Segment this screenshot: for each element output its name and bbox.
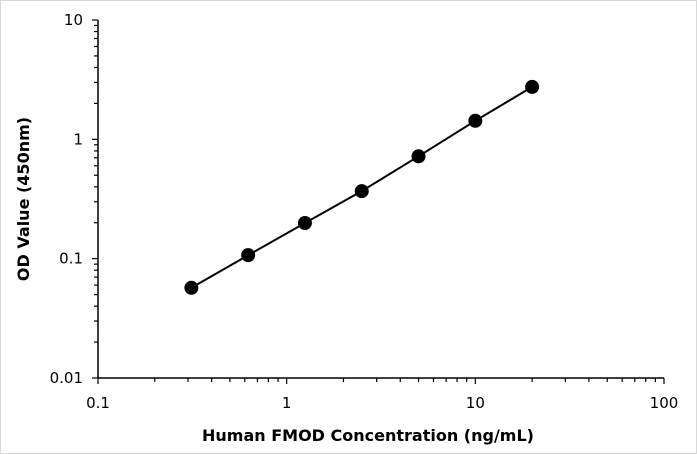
y-axis-title: OD Value (450nm): [14, 117, 33, 281]
data-point: [525, 79, 540, 94]
data-point: [241, 248, 256, 263]
x-tick-label: 1: [282, 394, 292, 412]
data-points: [184, 79, 540, 295]
data-point: [468, 113, 483, 128]
x-tick-label: 100: [650, 394, 679, 412]
data-point: [184, 280, 199, 295]
x-axis-title: Human FMOD Concentration (ng/mL): [202, 426, 534, 445]
y-tick-label: 1: [73, 130, 83, 148]
x-tick-label: 10: [466, 394, 485, 412]
y-tick-label: 0.01: [50, 369, 83, 387]
y-tick-label: 0.1: [59, 250, 83, 268]
data-point: [297, 216, 312, 231]
data-point: [354, 184, 369, 199]
y-tick-label: 10: [64, 11, 83, 29]
x-tick-label: 0.1: [86, 394, 110, 412]
data-point: [411, 149, 426, 164]
